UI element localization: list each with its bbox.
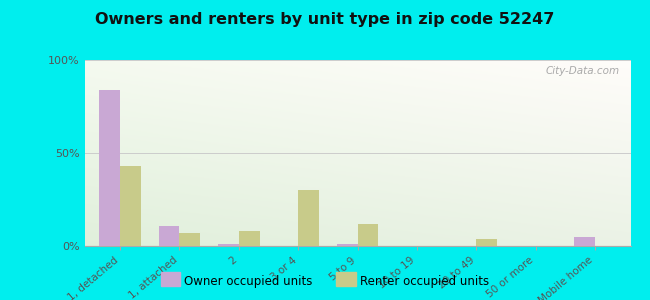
Text: Owners and renters by unit type in zip code 52247: Owners and renters by unit type in zip c… <box>96 12 554 27</box>
Bar <box>298 190 319 246</box>
Legend: Owner occupied units, Renter occupied units: Owner occupied units, Renter occupied un… <box>157 271 493 291</box>
Bar <box>239 231 259 246</box>
Text: City-Data.com: City-Data.com <box>545 66 619 76</box>
Bar <box>358 224 378 246</box>
Bar <box>99 90 120 246</box>
Bar <box>120 166 141 246</box>
Bar <box>574 237 595 246</box>
Bar <box>179 233 200 246</box>
Bar <box>337 244 358 246</box>
Bar <box>476 238 497 246</box>
Bar <box>159 226 179 246</box>
Bar <box>218 244 239 246</box>
